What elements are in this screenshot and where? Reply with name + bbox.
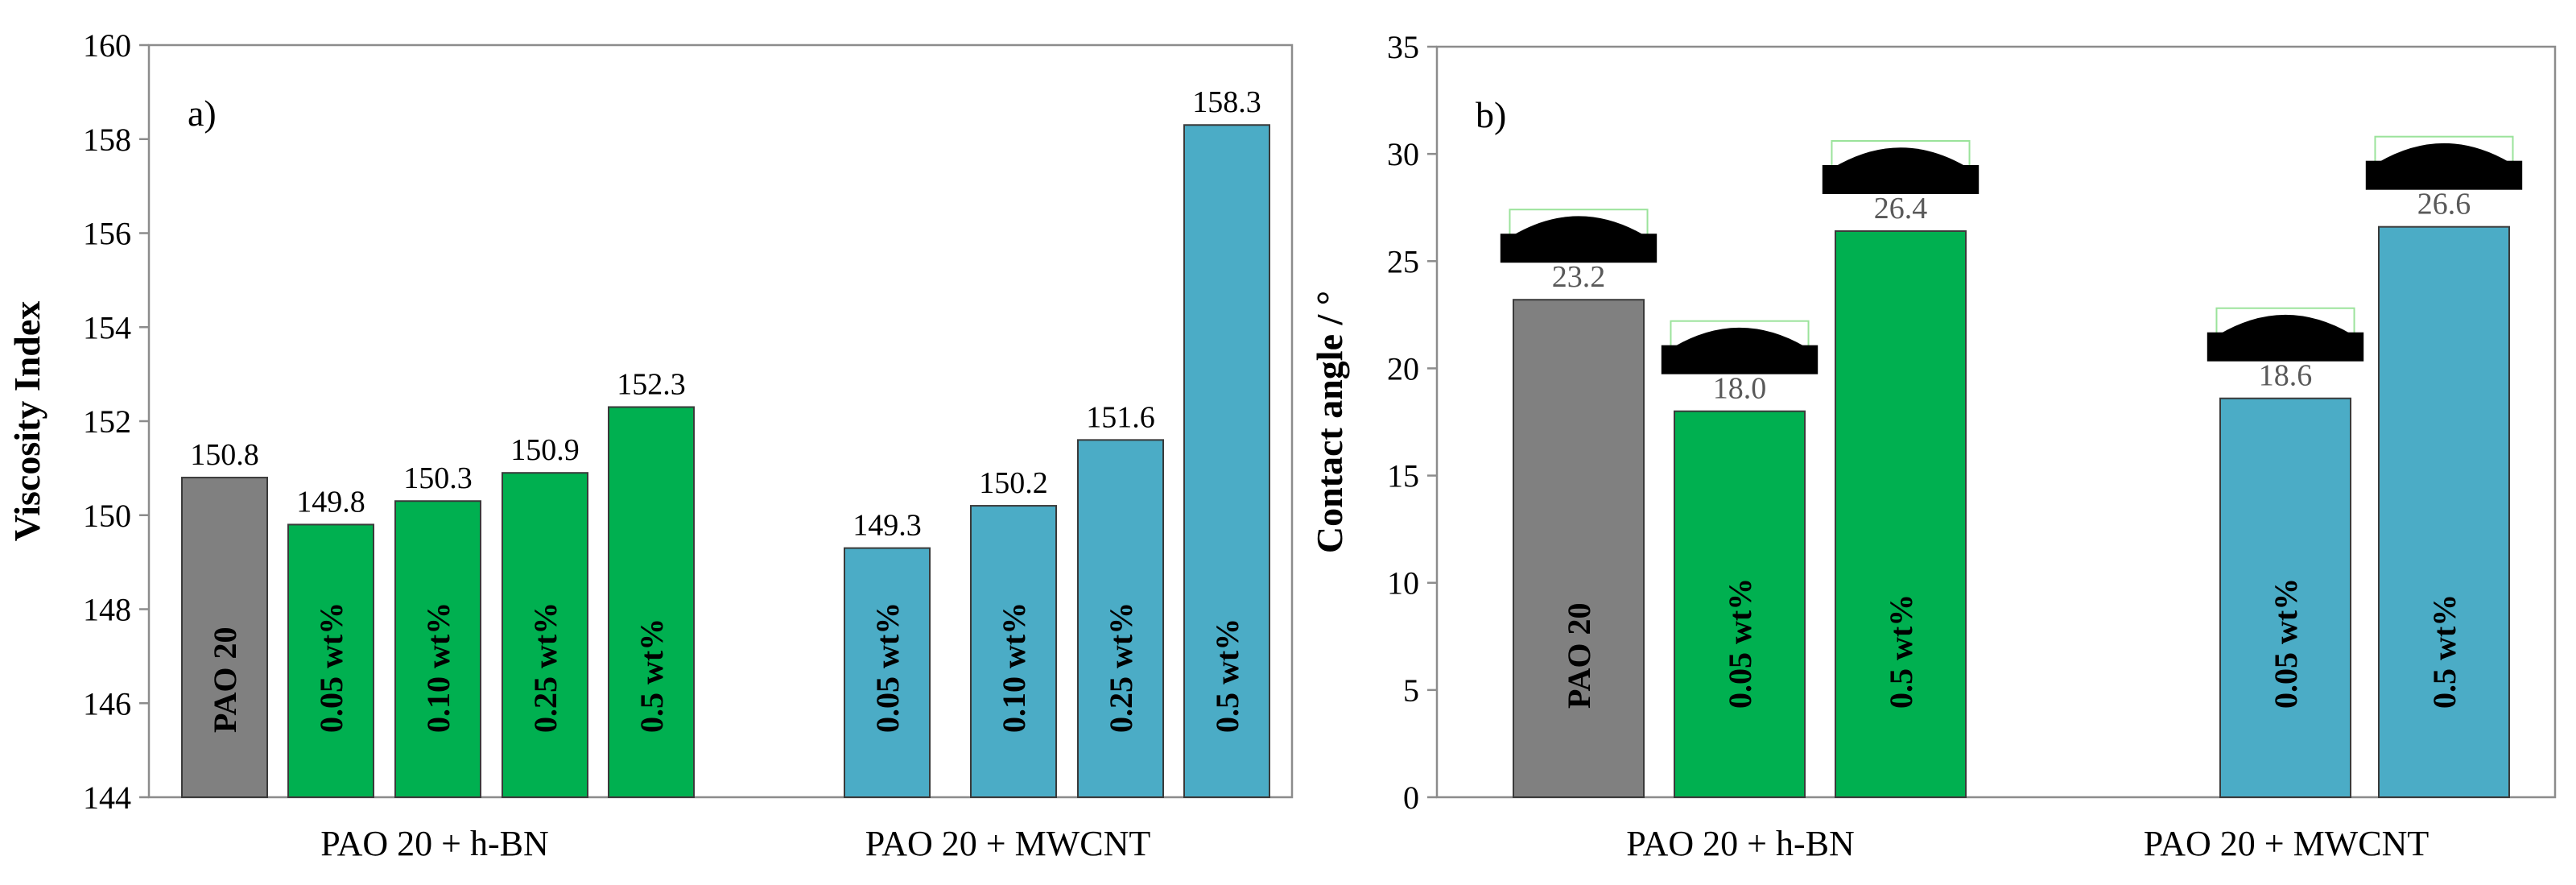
bar-pao-20-mwcnt-0-10-wt-category-label: 0.10 wt% [996, 602, 1032, 733]
y-tick-label: 152 [83, 403, 131, 440]
bar-pao-20-h-bn-pao-20-droplet-image-substrate [1500, 234, 1657, 263]
bar-pao-20-h-bn-0-5-wt-droplet-image [1822, 140, 1979, 195]
bar-pao-20-mwcnt-0-5-wt [2378, 225, 2510, 798]
bar-pao-20-h-bn-pao-20-category-label: PAO 20 [1561, 603, 1597, 709]
bar-pao-20-mwcnt-0-10-wt [970, 505, 1057, 798]
bar-pao-20-mwcnt-0-10-wt-value-label: 150.2 [979, 466, 1048, 500]
y-tick-label: 156 [83, 216, 131, 252]
bar-pao-20-h-bn-pao-20-value-label: 23.2 [1552, 260, 1606, 294]
bar-pao-20-mwcnt-0-5-wt-droplet-image [2365, 135, 2523, 190]
bar-pao-20-h-bn-0-5-wt-droplet-image-substrate [1822, 165, 1979, 195]
bar-pao-20-mwcnt-0-05-wt-value-label: 149.3 [852, 509, 922, 543]
y-tick-label: 154 [83, 309, 131, 345]
bar-pao-20-mwcnt-0-25-wt [1077, 439, 1164, 798]
y-tick-label: 30 [1387, 136, 1419, 172]
y-tick-label: 15 [1387, 458, 1419, 494]
x-group-label-pao-20-h-bn: PAO 20 + h-BN [1626, 824, 1855, 863]
bar-pao-20-h-bn-0-05-wt-category-label: 0.05 wt% [313, 602, 349, 733]
bar-pao-20-h-bn-pao-20-category-label: PAO 20 [207, 627, 243, 733]
bar-pao-20-h-bn-pao-20-droplet-image-drop [1513, 216, 1645, 236]
y-tick-label: 160 [83, 27, 131, 64]
bar-pao-20-mwcnt-0-5-wt-value-label: 158.3 [1192, 85, 1261, 119]
y-axis-title: Contact angle / ° [1309, 291, 1350, 553]
bar-pao-20-h-bn-pao-20 [1513, 299, 1645, 798]
bar-pao-20-h-bn-0-25-wt [502, 472, 588, 799]
bar-pao-20-mwcnt-0-5-wt-category-label: 0.5 wt% [1209, 618, 1245, 733]
bar-pao-20-h-bn-0-5-wt [608, 406, 695, 798]
bar-pao-20-h-bn-0-25-wt-value-label: 150.9 [510, 433, 580, 467]
bar-pao-20-mwcnt-0-5-wt [1183, 124, 1270, 799]
bar-pao-20-h-bn-pao-20 [181, 477, 268, 798]
bar-pao-20-h-bn-0-10-wt-category-label: 0.10 wt% [420, 602, 456, 733]
bar-pao-20-mwcnt-0-05-wt-droplet-image [2207, 307, 2364, 362]
bar-pao-20-h-bn-0-25-wt-category-label: 0.25 wt% [527, 602, 564, 733]
bar-pao-20-h-bn-0-05-wt-droplet-image-substrate [1661, 345, 1818, 374]
bar-pao-20-h-bn-0-05-wt-droplet-image [1661, 320, 1818, 374]
bar-pao-20-h-bn-0-5-wt-category-label: 0.5 wt% [634, 618, 670, 733]
y-tick-label: 144 [83, 780, 131, 816]
panel-b-contact-angle-chart: 0 5 10 15 20 25 30 35 Contact angle / ° b) 23.2 PAO… [1309, 29, 2557, 863]
y-tick-label: 20 [1387, 350, 1419, 387]
x-group-label-pao-20-mwcnt: PAO 20 + MWCNT [2144, 824, 2429, 863]
bar-pao-20-mwcnt-0-25-wt-category-label: 0.25 wt% [1103, 602, 1139, 733]
bar-pao-20-h-bn-0-05-wt [287, 523, 374, 798]
y-tick-label: 10 [1387, 565, 1419, 602]
bar-pao-20-mwcnt-0-5-wt-value-label: 26.6 [2417, 188, 2471, 221]
y-tick-label: 35 [1387, 29, 1419, 65]
bar-pao-20-h-bn-0-10-wt [394, 500, 481, 798]
panel-label: b) [1476, 94, 1506, 135]
bar-pao-20-mwcnt-0-5-wt-droplet-image-drop [2378, 143, 2510, 163]
bar-pao-20-mwcnt-0-5-wt-droplet-image-substrate [2365, 160, 2523, 190]
y-tick-label: 148 [83, 592, 131, 628]
bar-pao-20-h-bn-0-05-wt-value-label: 18.0 [1713, 372, 1767, 406]
bar-pao-20-h-bn-0-05-wt-droplet-image-drop [1674, 327, 1806, 347]
y-tick-label: 150 [83, 498, 131, 534]
bar-pao-20-mwcnt-0-05-wt-droplet-image-drop [2219, 314, 2351, 334]
panel-label: a) [188, 93, 217, 134]
bar-pao-20-mwcnt-0-25-wt-value-label: 151.6 [1086, 400, 1155, 434]
plot-frame [1435, 45, 2557, 799]
bar-pao-20-h-bn-0-5-wt-value-label: 26.4 [1874, 192, 1928, 225]
x-group-label-pao-20-h-bn: PAO 20 + h-BN [320, 824, 549, 863]
bar-pao-20-h-bn-pao-20-value-label: 150.8 [190, 438, 259, 472]
bar-pao-20-mwcnt-0-05-wt-category-label: 0.05 wt% [869, 602, 906, 733]
bar-pao-20-mwcnt-0-5-wt-category-label: 0.5 wt% [2426, 594, 2462, 709]
bar-pao-20-h-bn-0-5-wt-value-label: 152.3 [617, 367, 686, 401]
bar-pao-20-h-bn-0-05-wt [1674, 410, 1806, 798]
bar-pao-20-mwcnt-0-05-wt-value-label: 18.6 [2259, 359, 2313, 393]
bar-pao-20-mwcnt-0-05-wt [2219, 397, 2351, 798]
bar-pao-20-h-bn-0-5-wt [1835, 230, 1967, 798]
bar-pao-20-h-bn-0-5-wt-category-label: 0.5 wt% [1883, 594, 1919, 709]
x-group-label-pao-20-mwcnt: PAO 20 + MWCNT [865, 824, 1151, 863]
bar-pao-20-h-bn-0-10-wt-value-label: 150.3 [403, 461, 473, 495]
y-tick-label: 0 [1403, 780, 1419, 816]
bar-pao-20-h-bn-0-5-wt-droplet-image-drop [1835, 147, 1967, 167]
y-axis-title: Viscosity Index [6, 301, 47, 542]
y-tick-label: 5 [1403, 672, 1419, 709]
y-tick-label: 25 [1387, 243, 1419, 279]
y-tick-label: 146 [83, 685, 131, 722]
bar-pao-20-h-bn-pao-20-droplet-image [1500, 209, 1657, 263]
bar-pao-20-mwcnt-0-05-wt-category-label: 0.05 wt% [2268, 578, 2304, 709]
bar-pao-20-h-bn-0-05-wt-category-label: 0.05 wt% [1722, 578, 1758, 709]
y-tick-label: 158 [83, 122, 131, 158]
panel-a-viscosity-index-chart: 144 146 148 150 152 154 156 158 160 Viscosity Ind… [6, 27, 1294, 863]
bar-pao-20-mwcnt-0-05-wt [844, 547, 931, 798]
bar-pao-20-mwcnt-0-05-wt-droplet-image-substrate [2207, 332, 2364, 362]
bar-pao-20-h-bn-0-05-wt-value-label: 149.8 [296, 485, 365, 519]
